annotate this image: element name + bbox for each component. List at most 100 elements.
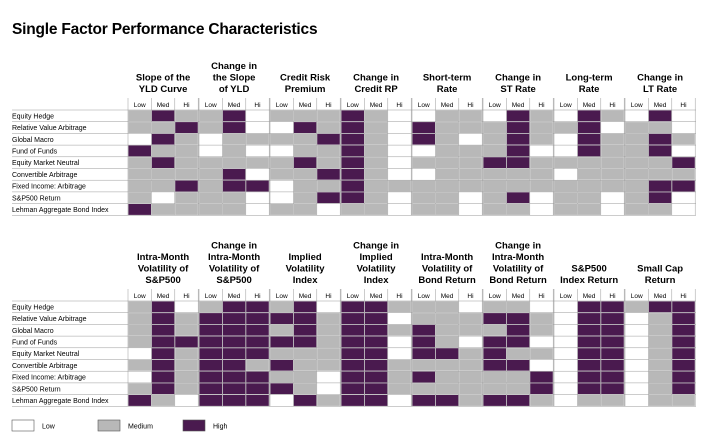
heatmap-cell: [411, 121, 436, 134]
level-sublabel: Low: [205, 293, 217, 300]
heatmap-cell: [553, 109, 578, 123]
heatmap-cell: [316, 191, 341, 204]
heatmap-cell: [221, 394, 247, 407]
heatmap-cell: [292, 312, 318, 325]
level-sublabel: Hi: [254, 102, 260, 109]
factor-title: S&P500: [571, 264, 606, 275]
row-label: Equity Market Neutral: [12, 160, 80, 167]
heatmap-cell: [150, 109, 176, 123]
heatmap-cell: [245, 370, 270, 384]
level-sublabel: Low: [631, 293, 643, 300]
factor-title: Credit RP: [354, 84, 398, 95]
factor-title: Long-term: [566, 73, 613, 84]
heatmap-cell: [482, 335, 507, 349]
level-sublabel: Low: [418, 102, 430, 109]
heatmap-cell: [174, 121, 199, 134]
heatmap-cell: [553, 168, 578, 181]
heatmap-cell: [624, 359, 649, 372]
heatmap-cell: [363, 323, 389, 337]
heatmap-cell: [269, 382, 294, 395]
level-sublabel: Hi: [183, 293, 189, 300]
heatmap-cell: [127, 370, 152, 384]
heatmap-cell: [505, 179, 531, 193]
heatmap-cell: [553, 359, 578, 372]
heatmap-cell: [577, 359, 602, 372]
heatmap-cell: [221, 109, 247, 123]
heatmap-cell: [671, 370, 696, 384]
heatmap-cell: [648, 168, 673, 181]
heatmap-cell: [505, 335, 531, 349]
heatmap-cell: [482, 144, 507, 158]
level-sublabel: Hi: [396, 293, 402, 300]
heatmap-cell: [505, 168, 531, 181]
heatmap-cell: [624, 179, 649, 193]
heatmap-cell: [198, 312, 223, 325]
heatmap-cell: [600, 203, 625, 216]
heatmap-cell: [292, 144, 318, 158]
heatmap-cell: [624, 323, 649, 337]
heatmap-cell: [292, 370, 318, 384]
heatmap-cell: [671, 144, 696, 158]
heatmap-cell: [340, 144, 365, 158]
heatmap-cell: [127, 132, 152, 146]
heatmap-cell: [363, 335, 389, 349]
heatmap-cell: [245, 382, 270, 395]
heatmap-cell: [482, 394, 507, 407]
heatmap-cell: [245, 335, 270, 349]
level-sublabel: Med: [157, 102, 170, 109]
heatmap-cell: [316, 156, 341, 169]
heatmap-cell: [434, 179, 460, 193]
heatmap-cell: [529, 168, 554, 181]
heatmap-cell: [434, 359, 460, 372]
heatmap-cell: [340, 121, 365, 134]
level-sublabel: Hi: [680, 293, 686, 300]
heatmap-cell: [198, 168, 223, 181]
heatmap-cell: [648, 179, 673, 193]
heatmap-cell: [127, 179, 152, 193]
heatmap-cell: [174, 191, 199, 204]
level-sublabel: Med: [370, 293, 383, 300]
heatmap-cell: [553, 191, 578, 204]
heatmap-cell: [600, 179, 625, 193]
heatmap-cell: [671, 168, 696, 181]
factor-title: Implied: [288, 252, 321, 263]
heatmap-cell: [577, 347, 602, 360]
heatmap-cell: [648, 394, 673, 407]
heatmap-cell: [505, 191, 531, 204]
heatmap-cell: [624, 347, 649, 360]
heatmap-cell: [292, 335, 318, 349]
factor-title: Index: [293, 275, 319, 286]
heatmap-cell: [127, 121, 152, 134]
heatmap-cell: [387, 203, 412, 216]
row-label: Global Macro: [12, 328, 54, 335]
heatmap-cell: [648, 335, 673, 349]
heatmap-cell: [269, 121, 294, 134]
heatmap-cell: [150, 144, 176, 158]
heatmap-cell: [292, 323, 318, 337]
heatmap-cell: [292, 359, 318, 372]
heatmap-cell: [529, 144, 554, 158]
heatmap-cell: [458, 109, 483, 123]
heatmap-cell: [292, 203, 318, 216]
heatmap-cell: [411, 394, 436, 407]
heatmap-cell: [434, 168, 460, 181]
heatmap-cell: [648, 300, 673, 314]
heatmap-cell: [577, 179, 602, 193]
row-label: Fixed Income: Arbitrage: [12, 184, 86, 191]
heatmap-cell: [174, 203, 199, 216]
heatmap-cell: [553, 347, 578, 360]
row-label: Equity Hedge: [12, 113, 54, 120]
heatmap-cell: [434, 382, 460, 395]
factor-title: S&P500: [216, 275, 251, 286]
heatmap-cell: [458, 323, 483, 337]
heatmap-cell: [648, 203, 673, 216]
heatmap-cell: [529, 300, 554, 314]
heatmap-cell: [245, 144, 270, 158]
heatmap-cell: [458, 168, 483, 181]
heatmap-cell: [577, 156, 602, 169]
heatmap-cell: [221, 335, 247, 349]
heatmap-cell: [269, 109, 294, 123]
heatmap-cell: [505, 323, 531, 337]
heatmap-cell: [505, 370, 531, 384]
heatmap-cell: [529, 179, 554, 193]
